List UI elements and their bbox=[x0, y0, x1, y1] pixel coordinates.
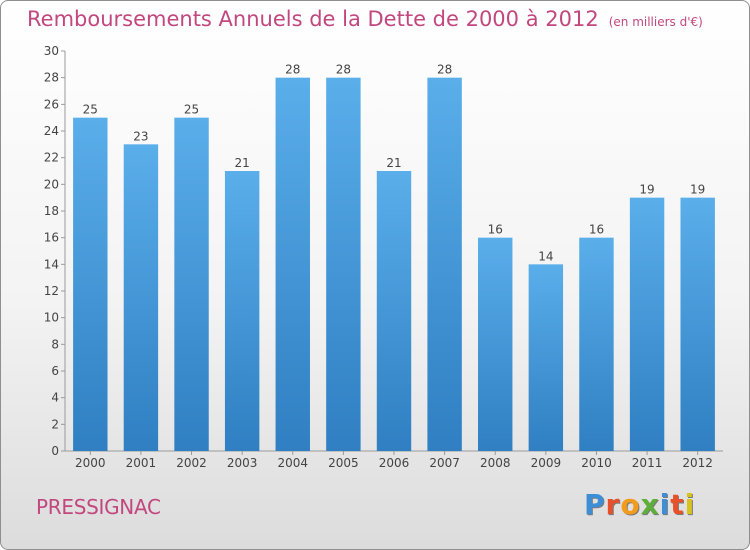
bar-value-label: 23 bbox=[133, 129, 148, 143]
brand-letter: x bbox=[640, 488, 660, 521]
y-tick-label: 28 bbox=[44, 71, 59, 85]
bar-value-label: 16 bbox=[488, 223, 503, 237]
x-tick-label: 2000 bbox=[75, 456, 106, 470]
bar-value-label: 28 bbox=[336, 63, 351, 77]
bar bbox=[326, 77, 361, 452]
brand-letter: t bbox=[670, 488, 685, 521]
bar-value-label: 19 bbox=[639, 183, 654, 197]
x-tick-label: 2006 bbox=[379, 456, 410, 470]
title-row: Remboursements Annuels de la Dette de 20… bbox=[27, 7, 703, 31]
bar bbox=[224, 171, 260, 451]
y-tick-label: 8 bbox=[51, 337, 59, 351]
y-tick-label: 6 bbox=[51, 364, 59, 378]
y-tick-label: 20 bbox=[44, 177, 59, 191]
brand-letter: i bbox=[659, 488, 671, 521]
bar-value-label: 19 bbox=[690, 183, 705, 197]
brand-letter: r bbox=[605, 488, 621, 521]
bar-value-label: 21 bbox=[386, 156, 401, 170]
bar bbox=[73, 117, 108, 452]
x-tick-label: 2002 bbox=[176, 456, 207, 470]
bar bbox=[579, 237, 614, 451]
y-tick-label: 30 bbox=[44, 44, 59, 58]
bar bbox=[275, 77, 310, 452]
bar-value-label: 28 bbox=[437, 63, 452, 77]
x-tick-label: 2010 bbox=[581, 456, 612, 470]
x-tick-label: 2011 bbox=[632, 456, 663, 470]
bar bbox=[376, 171, 412, 451]
brand-letter: o bbox=[620, 488, 641, 521]
y-tick-label: 14 bbox=[44, 257, 59, 271]
bar bbox=[123, 144, 159, 452]
x-tick-label: 2008 bbox=[480, 456, 511, 470]
bar bbox=[174, 117, 209, 452]
bar bbox=[528, 264, 564, 451]
x-tick-label: 2012 bbox=[682, 456, 713, 470]
bar-value-label: 25 bbox=[83, 103, 98, 117]
y-tick-label: 26 bbox=[44, 97, 59, 111]
bar-value-label: 25 bbox=[184, 103, 199, 117]
bar-value-label: 14 bbox=[538, 249, 553, 263]
x-tick-label: 2005 bbox=[328, 456, 359, 470]
y-tick-label: 22 bbox=[44, 151, 59, 165]
x-tick-label: 2001 bbox=[126, 456, 157, 470]
bar-value-label: 16 bbox=[589, 223, 604, 237]
brand-letter: P bbox=[584, 488, 606, 521]
brand-letter: i bbox=[684, 488, 696, 521]
chart-subtitle: (en milliers d'€) bbox=[608, 15, 703, 29]
bar bbox=[680, 197, 715, 451]
y-tick-label: 2 bbox=[51, 417, 59, 431]
bar bbox=[427, 77, 462, 452]
town-name: PRESSIGNAC bbox=[36, 495, 161, 519]
bar bbox=[478, 237, 513, 451]
brand-logo: Proxiti bbox=[584, 488, 695, 521]
bar-value-label: 21 bbox=[235, 156, 250, 170]
x-tick-label: 2003 bbox=[227, 456, 258, 470]
y-tick-label: 16 bbox=[44, 231, 59, 245]
chart-title: Remboursements Annuels de la Dette de 20… bbox=[27, 7, 599, 31]
y-tick-label: 12 bbox=[44, 284, 59, 298]
y-tick-label: 18 bbox=[44, 204, 59, 218]
y-tick-label: 0 bbox=[51, 444, 59, 458]
x-tick-label: 2009 bbox=[531, 456, 562, 470]
bar-value-label: 28 bbox=[285, 63, 300, 77]
bar bbox=[629, 197, 665, 451]
y-tick-label: 10 bbox=[44, 311, 59, 325]
x-tick-label: 2007 bbox=[429, 456, 460, 470]
x-tick-label: 2004 bbox=[277, 456, 308, 470]
y-tick-label: 4 bbox=[51, 391, 59, 405]
y-tick-label: 24 bbox=[44, 124, 59, 138]
